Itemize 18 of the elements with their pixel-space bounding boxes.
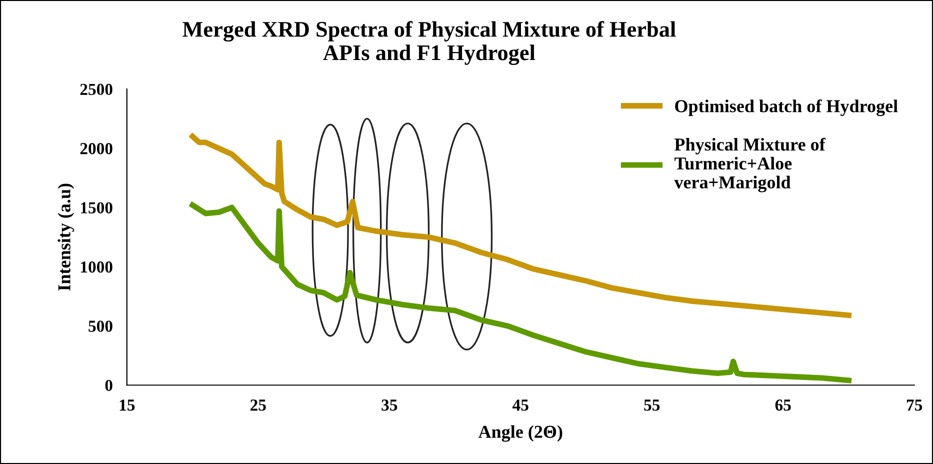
x-tick-label: 45 xyxy=(512,400,528,411)
legend-label: Optimised batch of Hydrogel xyxy=(675,99,898,116)
x-tick-label: 55 xyxy=(644,400,660,411)
x-tick-label: 25 xyxy=(250,400,266,411)
y-tick-label: 1000 xyxy=(81,261,112,273)
x-tick-label: 75 xyxy=(906,400,922,411)
y-tick-label: 1500 xyxy=(81,202,112,214)
chart-title: Merged XRD Spectra of Physical Mixture of Herbal APIs and F1 Hydrogel xyxy=(182,21,676,65)
y-axis-title: Intensity (a.u) xyxy=(58,184,74,291)
x-tick-label: 35 xyxy=(382,400,398,411)
x-axis-title: Angle (2Θ) xyxy=(478,425,562,442)
y-tick-label: 2000 xyxy=(80,142,112,154)
y-tick-label: 500 xyxy=(88,320,112,332)
y-tick-label: 2500 xyxy=(80,84,112,96)
x-tick-label: 65 xyxy=(775,400,791,411)
legend-label: Physical Mixture of Turmeric+Aloe vera+Marigold xyxy=(674,138,826,192)
x-tick-label: 15 xyxy=(120,400,135,411)
y-tick-label: 0 xyxy=(105,380,112,392)
